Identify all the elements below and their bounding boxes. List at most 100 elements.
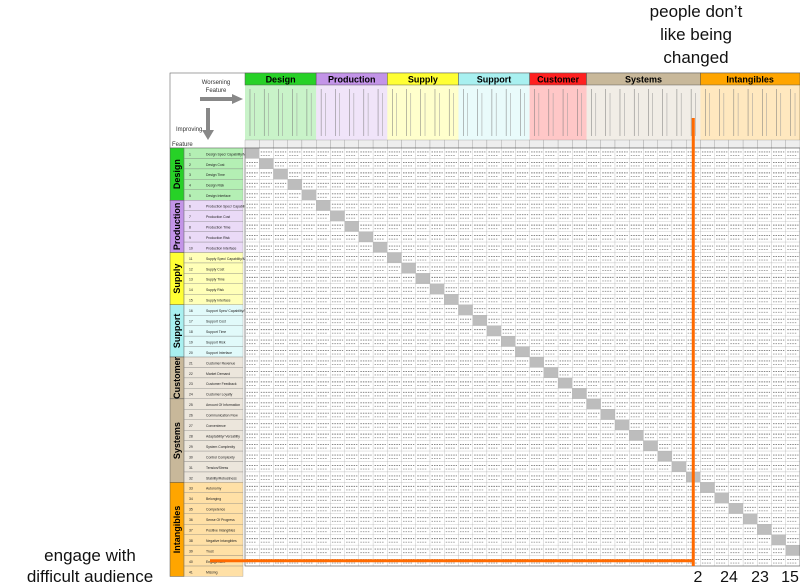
matrix-cell (742, 419, 758, 431)
matrix-cell (529, 398, 544, 410)
matrix-cell (273, 440, 288, 452)
matrix-cell (543, 450, 559, 462)
matrix-cell (415, 471, 431, 483)
matrix-cell (501, 147, 516, 159)
matrix-cell (600, 513, 616, 525)
matrix-cell (316, 189, 331, 201)
matrix-cell (657, 231, 673, 243)
matrix-cell (273, 377, 288, 389)
matrix-cell (372, 388, 388, 399)
matrix-cell (486, 179, 502, 190)
matrix-cell (486, 221, 502, 232)
column-group-label: Systems (625, 75, 662, 85)
matrix-cell (458, 419, 473, 431)
matrix-cell (344, 513, 359, 525)
matrix-cell (629, 304, 644, 316)
matrix-cell (714, 325, 729, 337)
column-group-label: Supply (408, 75, 438, 85)
matrix-cell (372, 231, 388, 243)
matrix-cell (301, 200, 317, 211)
matrix-cell (429, 482, 445, 493)
matrix-cell (458, 492, 473, 504)
matrix-cell (372, 377, 388, 389)
matrix-cell (458, 356, 473, 368)
matrix-cell (529, 409, 544, 420)
matrix-cell (316, 158, 331, 170)
matrix-cell (614, 544, 630, 556)
matrix-cell (501, 419, 516, 431)
matrix-cell (529, 179, 544, 190)
matrix-cell (643, 252, 658, 264)
matrix-cell (259, 315, 274, 326)
matrix-cell (572, 503, 587, 514)
matrix-cell (316, 471, 331, 483)
matrix-cell (472, 335, 488, 347)
matrix-cell (586, 147, 601, 159)
matrix-cell (614, 450, 630, 462)
matrix-cell (372, 262, 388, 274)
matrix-cell (429, 241, 445, 253)
matrix-cell (486, 304, 502, 316)
matrix-cell (671, 304, 687, 316)
matrix-cell (273, 241, 288, 253)
matrix-cell (387, 273, 402, 284)
matrix-cell (358, 367, 374, 379)
matrix-cell (543, 252, 559, 264)
matrix-cell (287, 346, 303, 358)
row-label: Support Risk (206, 340, 226, 344)
matrix-cell (486, 419, 502, 431)
matrix-cell (244, 315, 260, 326)
matrix-cell (344, 461, 359, 473)
matrix-cell (728, 367, 744, 379)
improving-arrow-icon (202, 108, 214, 140)
matrix-cell (728, 482, 744, 493)
row-number: 23 (189, 382, 193, 386)
matrix-cell (742, 179, 758, 190)
matrix-cell (771, 419, 786, 431)
matrix-cell (301, 294, 317, 305)
matrix-cell (387, 304, 402, 316)
matrix-cell (529, 325, 544, 337)
matrix-cell (742, 210, 758, 222)
matrix-cell (244, 471, 260, 483)
matrix-cell (330, 356, 345, 368)
matrix-cell (401, 325, 416, 337)
matrix-cell (501, 524, 516, 535)
matrix-cell (358, 461, 374, 473)
matrix-cell (472, 294, 488, 305)
matrix-cell (600, 158, 616, 170)
matrix-cell (700, 294, 715, 305)
matrix-cell (643, 409, 658, 420)
matrix-cell (529, 388, 544, 399)
matrix-cell (515, 430, 530, 441)
annotation-bottom: engage with difficult audience (27, 546, 153, 586)
matrix-cell (444, 544, 459, 556)
matrix-cell (771, 315, 786, 326)
matrix-cell (629, 147, 644, 159)
matrix-cell (344, 524, 359, 535)
matrix-cell (344, 315, 359, 326)
matrix-cell (316, 503, 331, 514)
matrix-cell (657, 534, 673, 546)
matrix-cell (244, 147, 260, 159)
matrix-cell (429, 179, 445, 190)
matrix-cell (728, 492, 744, 504)
matrix-cell (543, 189, 559, 201)
matrix-cell (572, 524, 587, 535)
matrix-cell (671, 168, 687, 180)
matrix-cell (785, 335, 800, 347)
matrix-cell (316, 315, 331, 326)
matrix-cell (728, 294, 744, 305)
matrix-cell (771, 262, 786, 274)
matrix-cell (501, 262, 516, 274)
matrix-cell (301, 252, 317, 264)
matrix-cell (671, 534, 687, 546)
matrix-cell (714, 283, 729, 295)
matrix-cell (301, 221, 317, 232)
matrix-cell (444, 179, 459, 190)
matrix-cell (657, 252, 673, 264)
matrix-cell (372, 492, 388, 504)
column-number-cell (629, 139, 644, 149)
matrix-cell (742, 262, 758, 274)
matrix-cell (344, 325, 359, 337)
